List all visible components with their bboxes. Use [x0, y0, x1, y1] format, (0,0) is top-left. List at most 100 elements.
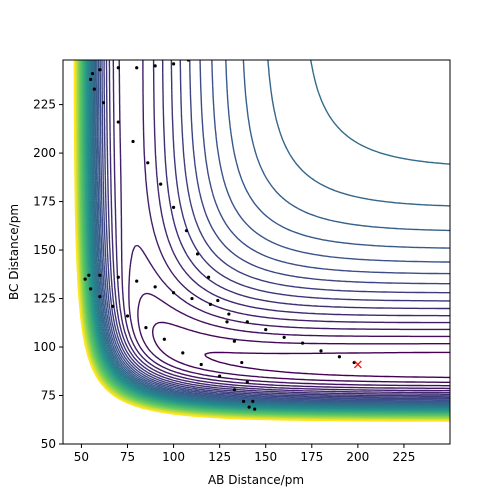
trajectory-point — [208, 302, 213, 306]
x-tick-label: 50 — [74, 450, 89, 464]
trajectory-point — [264, 327, 268, 332]
contour-line — [74, 60, 450, 422]
trajectory-point — [232, 388, 236, 392]
contour-line — [95, 60, 450, 404]
trajectory-point — [337, 355, 342, 359]
trajectory-point — [90, 71, 95, 76]
trajectory-point — [227, 312, 231, 316]
trajectory-point — [319, 349, 323, 353]
trajectory-point — [89, 77, 93, 81]
trajectory-point — [232, 339, 236, 343]
trajectory-point — [98, 68, 102, 72]
contour-line — [85, 60, 450, 412]
contour-line — [204, 351, 450, 379]
y-tick-label: 175 — [33, 195, 56, 209]
contour-line — [92, 60, 450, 406]
contour-line — [73, 60, 450, 422]
trajectory-point — [206, 275, 211, 279]
contour-line — [85, 60, 450, 411]
start-marker — [353, 360, 362, 369]
x-axis-label: AB Distance/pm — [208, 473, 304, 487]
trajectory-point — [171, 291, 176, 295]
trajectory-point — [171, 205, 176, 209]
contour-line — [90, 60, 450, 408]
contour-line — [79, 60, 450, 417]
trajectory-point — [101, 101, 106, 105]
trajectory-point — [146, 161, 150, 165]
y-tick-label: 125 — [33, 292, 56, 306]
trajectory-point — [171, 62, 176, 66]
contour-layer — [73, 60, 450, 422]
contour-line — [96, 60, 450, 403]
contour-line — [82, 60, 450, 414]
contour-line — [105, 60, 450, 397]
trajectory-point — [83, 277, 87, 281]
contour-line — [82, 60, 450, 415]
y-tick-label: 75 — [41, 389, 56, 403]
contour-line — [152, 321, 450, 383]
plot-frame — [62, 59, 451, 445]
trajectory-point — [184, 229, 189, 233]
contour-line — [99, 60, 450, 401]
trajectory-point — [116, 120, 120, 124]
trajectory-point — [159, 182, 163, 186]
trajectory-point — [190, 296, 194, 301]
trajectory-point — [162, 337, 166, 341]
trajectory-point — [218, 374, 222, 378]
contour-line — [89, 60, 450, 409]
contour-line — [108, 60, 450, 395]
contour-line — [97, 60, 450, 402]
trajectory-point — [300, 341, 305, 345]
y-tick-label: 200 — [33, 146, 56, 160]
y-axis-label: BC Distance/pm — [7, 204, 21, 300]
x-tick-label: 150 — [254, 450, 277, 464]
contour-line — [80, 60, 450, 416]
trajectory-point — [216, 298, 220, 303]
contour-line — [75, 60, 450, 420]
trajectory-point — [135, 279, 139, 283]
contour-line — [128, 244, 450, 390]
trajectory-point — [98, 295, 102, 299]
y-tick-label: 150 — [33, 243, 56, 257]
trajectory-point — [131, 139, 135, 144]
trajectory-point — [92, 87, 96, 91]
contour-line — [137, 292, 450, 387]
trajectory — [83, 60, 362, 411]
trajectory-point — [242, 399, 246, 403]
x-tick-label: 100 — [162, 450, 185, 464]
trajectory-point — [87, 273, 91, 277]
trajectory-point — [240, 360, 244, 365]
trajectory-point — [247, 405, 251, 409]
x-tick-label: 75 — [120, 450, 135, 464]
trajectory-point — [199, 362, 203, 367]
trajectory-point — [253, 407, 257, 411]
trajectory-point — [153, 64, 157, 68]
trajectory-point — [245, 380, 249, 384]
contour-line — [91, 60, 450, 407]
trajectory-point — [225, 320, 229, 324]
trajectory-point — [251, 399, 255, 403]
x-tick-label: 175 — [300, 450, 323, 464]
trajectory-point — [195, 252, 200, 256]
x-tick-label: 125 — [208, 450, 231, 464]
x-tick-label: 200 — [346, 450, 369, 464]
trajectory-point — [153, 285, 157, 289]
contour-line — [103, 60, 450, 398]
trajectory-point — [181, 351, 185, 355]
trajectory-point — [89, 287, 93, 291]
trajectory-point — [111, 304, 115, 308]
y-tick-label: 225 — [33, 98, 56, 112]
x-tick-label: 225 — [392, 450, 415, 464]
marker-stroke — [353, 360, 362, 369]
trajectory-point — [116, 66, 120, 70]
trajectory-point — [98, 273, 102, 277]
trajectory-point — [125, 314, 130, 318]
contour-line — [118, 60, 450, 392]
trajectory-point — [144, 326, 148, 330]
y-tick-label: 50 — [41, 437, 56, 451]
contour-line — [112, 60, 450, 394]
trajectory-point — [282, 335, 286, 339]
trajectory-point — [245, 320, 249, 324]
trajectory-point — [116, 275, 120, 279]
